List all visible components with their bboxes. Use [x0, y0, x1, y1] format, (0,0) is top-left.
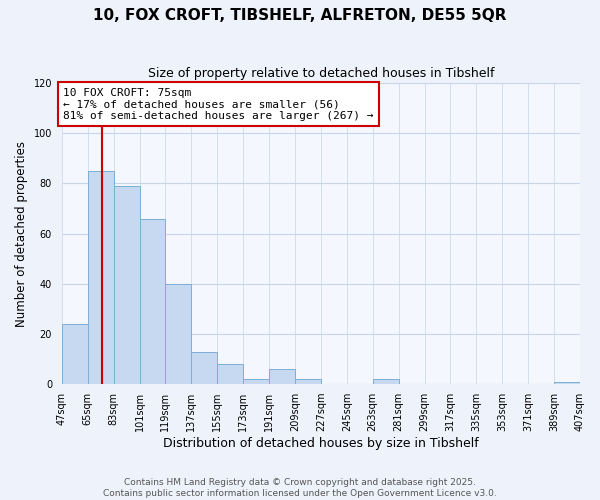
Text: 10 FOX CROFT: 75sqm
← 17% of detached houses are smaller (56)
81% of semi-detach: 10 FOX CROFT: 75sqm ← 17% of detached ho…: [63, 88, 374, 121]
Y-axis label: Number of detached properties: Number of detached properties: [15, 140, 28, 326]
Bar: [88, 171, 113, 384]
Bar: [554, 382, 580, 384]
Bar: [269, 369, 295, 384]
Bar: [140, 218, 166, 384]
Bar: [113, 186, 140, 384]
Bar: [62, 324, 88, 384]
Text: Contains HM Land Registry data © Crown copyright and database right 2025.
Contai: Contains HM Land Registry data © Crown c…: [103, 478, 497, 498]
Bar: [243, 380, 269, 384]
Bar: [217, 364, 243, 384]
Bar: [373, 380, 398, 384]
Bar: [295, 380, 321, 384]
Text: 10, FOX CROFT, TIBSHELF, ALFRETON, DE55 5QR: 10, FOX CROFT, TIBSHELF, ALFRETON, DE55 …: [93, 8, 507, 22]
Title: Size of property relative to detached houses in Tibshelf: Size of property relative to detached ho…: [148, 68, 494, 80]
Bar: [191, 352, 217, 384]
X-axis label: Distribution of detached houses by size in Tibshelf: Distribution of detached houses by size …: [163, 437, 479, 450]
Bar: [166, 284, 191, 384]
